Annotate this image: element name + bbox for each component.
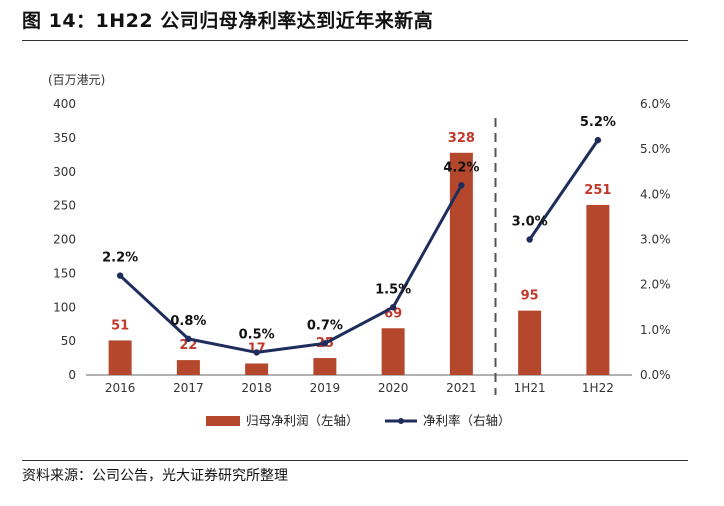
legend-line-marker: [398, 418, 404, 424]
line-value-label: 3.0%: [512, 215, 548, 230]
net-margin-line: [528, 139, 600, 241]
x-tick-label: 2016: [105, 381, 136, 395]
y-tick-label: 200: [53, 233, 76, 247]
x-tick-label: 2018: [241, 381, 272, 395]
bar: [313, 358, 337, 375]
y-tick-label: 50: [61, 334, 76, 348]
y-tick-label: 100: [53, 300, 76, 314]
x-tick-label: 1H22: [582, 381, 614, 395]
bar-value-label: 51: [111, 318, 129, 333]
y2-tick-label: 4.0%: [640, 187, 671, 201]
bar: [176, 360, 200, 375]
x-tick-label: 2021: [446, 381, 477, 395]
y2-tick-label: 6.0%: [640, 97, 671, 111]
y2-tick-label: 3.0%: [640, 233, 671, 247]
y2-tick-label: 0.0%: [640, 368, 671, 382]
line-point: [594, 136, 602, 144]
bar-value-label: 95: [521, 289, 539, 304]
x-tick-label: 1H21: [514, 381, 546, 395]
source-note: 资料来源：公司公告，光大证券研究所整理: [22, 468, 288, 484]
bar: [381, 328, 405, 375]
y-tick-label: 150: [53, 266, 76, 280]
y-tick-label: 250: [53, 199, 76, 213]
legend-bar-swatch: [206, 416, 240, 426]
y2-tick-label: 2.0%: [640, 278, 671, 292]
y-tick-label: 400: [53, 97, 76, 111]
x-tick-label: 2017: [173, 381, 204, 395]
bar-value-label: 22: [179, 338, 197, 353]
line-point: [526, 236, 533, 243]
bar: [449, 152, 473, 375]
bar-value-label: 251: [584, 183, 611, 198]
source-rule: [22, 460, 688, 461]
y-axis-unit: (百万港元): [48, 73, 105, 87]
line-value-label: 0.7%: [307, 318, 343, 333]
line-point: [253, 349, 260, 356]
bar: [245, 363, 269, 375]
line-point: [458, 182, 465, 189]
line-value-label: 5.2%: [580, 115, 616, 130]
bar: [108, 340, 132, 375]
line-point: [116, 272, 124, 279]
y-tick-label: 350: [53, 131, 76, 145]
legend-line-label: 净利率（右轴）: [423, 413, 511, 428]
bar: [586, 204, 610, 375]
chart: (百万港元) 0 50 100 150 200 250 300 350 400 0.0% 1.0% 2.…: [48, 73, 671, 428]
y-tick-label: 0: [68, 368, 76, 382]
line-point: [389, 304, 397, 311]
title-rule: [22, 40, 688, 41]
y2-tick-label: 1.0%: [640, 323, 671, 337]
figure-title: 图 14：1H22 公司归母净利率达到近年来新高: [22, 10, 434, 32]
line-value-label: 2.2%: [102, 251, 138, 266]
net-margin-line: [119, 184, 463, 354]
x-tick-label: 2019: [310, 381, 341, 395]
line-value-label: 4.2%: [443, 160, 479, 175]
line-value-label: 1.5%: [375, 282, 411, 297]
y2-tick-label: 5.0%: [640, 142, 671, 156]
x-tick-label: 2020: [378, 381, 409, 395]
y-tick-label: 300: [53, 165, 76, 179]
legend-bar-label: 归母净利润（左轴）: [246, 413, 359, 428]
bar: [518, 310, 542, 375]
line-point: [185, 335, 192, 343]
line-point: [321, 340, 329, 347]
line-value-label: 0.5%: [239, 327, 275, 342]
bar-value-label: 328: [448, 131, 475, 146]
line-value-label: 0.8%: [170, 314, 206, 329]
